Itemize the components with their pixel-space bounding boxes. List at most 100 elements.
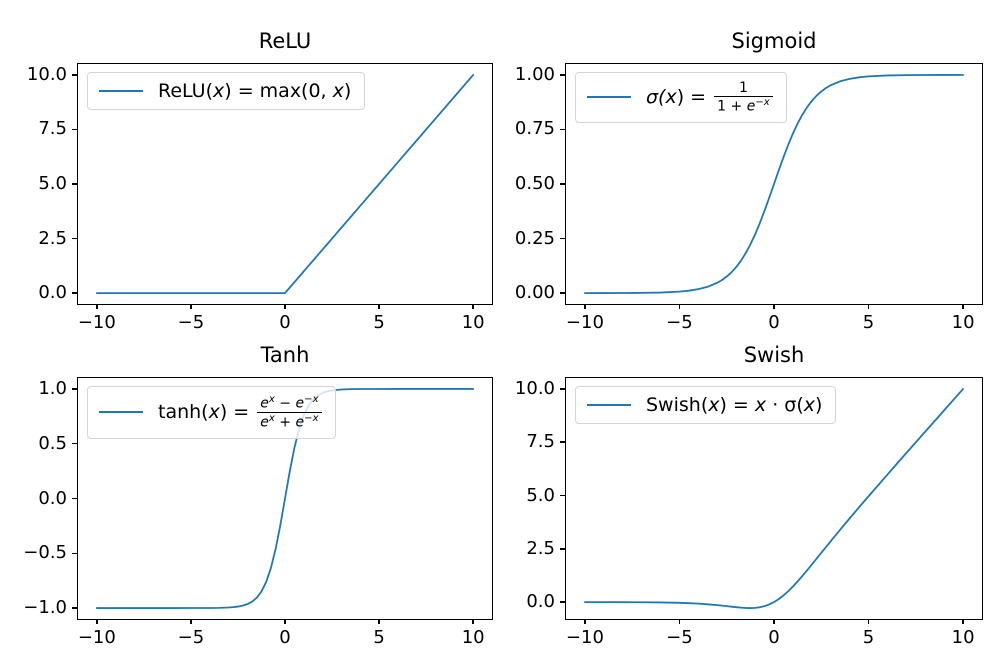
x-tick-mark — [378, 304, 380, 309]
legend-text: Swish( — [646, 394, 709, 416]
legend-swish: Swish(x) = x · σ(x) — [575, 386, 837, 424]
y-tick-label: 0.0 — [38, 282, 67, 304]
legend-text: ) = — [719, 394, 755, 416]
y-tick-mark — [71, 552, 77, 555]
y-tick-label: 0.00 — [514, 282, 555, 304]
y-tick-mark — [71, 607, 77, 609]
legend-line-sample — [99, 90, 143, 92]
curve-path — [95, 74, 475, 294]
x-tick-mark — [190, 619, 192, 624]
legend-text: ) = max(0, — [224, 80, 333, 102]
x-tick-label: −10 — [565, 627, 604, 648]
x-tick-mark — [584, 619, 586, 624]
y-tick-mark — [71, 497, 77, 500]
y-tick-label: 2.5 — [38, 227, 67, 249]
y-tick-label: 5.0 — [38, 173, 67, 194]
x-tick-mark — [96, 304, 98, 309]
y-tick-label: 10.0 — [26, 63, 67, 85]
tanh-curve — [95, 388, 475, 609]
panel-relu: ReLU ReLU(x) = max(0, x) −10 −5 0 5 10 0.0 2.5… — [27, 29, 493, 333]
x-tick-mark — [678, 304, 681, 309]
x-tick-label: −10 — [77, 627, 116, 648]
x-tick-mark — [962, 304, 964, 309]
curve-path — [584, 388, 964, 609]
y-tick-label: 0.75 — [514, 118, 555, 140]
y-tick-mark — [559, 494, 565, 497]
x-tick-mark — [867, 619, 870, 624]
legend-var-x: x — [665, 85, 677, 108]
panel-swish: Swish Swish(x) = x · σ(x) −10 −5 0 5 10 0.0 2.… — [515, 343, 983, 648]
y-tick-label: 5.0 — [526, 484, 555, 506]
x-tick-label: 0 — [279, 312, 291, 333]
x-tick-label: 5 — [373, 312, 385, 333]
legend-var-x: x — [708, 394, 720, 416]
legend-line-sample — [587, 96, 631, 99]
x-tick-mark — [284, 619, 286, 624]
x-tick-label: 10 — [461, 312, 485, 333]
plot-title-swish: Swish — [743, 343, 805, 367]
plot-title-relu: ReLU — [258, 29, 312, 53]
legend-sigma: σ( — [646, 85, 666, 108]
legend-text: ReLU( — [158, 80, 213, 102]
y-tick-mark — [71, 442, 77, 445]
legend-var-x: x — [803, 394, 815, 416]
y-tick-label: 7.5 — [38, 118, 67, 140]
y-tick-mark — [559, 74, 565, 76]
x-tick-label: −5 — [666, 312, 693, 333]
legend-line-sample — [587, 404, 631, 406]
y-tick-label: 2.5 — [526, 537, 555, 559]
x-tick-label: 10 — [951, 312, 975, 333]
x-tick-label: 5 — [862, 627, 875, 648]
y-tick-mark — [71, 128, 77, 131]
x-tick-label: 0 — [768, 312, 780, 333]
y-tick-mark — [71, 292, 77, 294]
legend-var-x: x — [754, 394, 767, 416]
fraction-numerator: ex − e−x — [260, 394, 319, 412]
x-tick-label: 0 — [279, 627, 291, 648]
legend-fraction: ex − e−x ex + e−x — [257, 394, 322, 431]
y-tick-mark — [71, 74, 77, 76]
x-tick-label: 5 — [862, 312, 875, 333]
relu-curve — [95, 74, 475, 294]
legend-label-tanh: tanh(x) = ex − e−x ex + e−x — [158, 394, 322, 431]
x-tick-label: −10 — [77, 312, 116, 333]
y-tick-mark — [559, 292, 565, 294]
fraction-numerator: 1 — [738, 80, 748, 96]
x-tick-label: 0 — [768, 627, 780, 648]
y-tick-label: −1.0 — [23, 597, 67, 619]
y-tick-mark — [559, 388, 565, 390]
y-tick-label: 1.0 — [38, 377, 67, 399]
axes-relu: ReLU(x) = max(0, x) −10 −5 0 5 10 0.0 2.5 5.0 7.… — [27, 63, 493, 333]
x-tick-mark — [867, 304, 870, 309]
legend-var-x: x — [208, 400, 220, 423]
swish-curve — [584, 388, 964, 609]
y-tick-mark — [559, 183, 565, 185]
x-tick-label: 10 — [951, 627, 975, 648]
x-tick-label: −5 — [177, 627, 205, 648]
y-tick-label: 0.0 — [526, 591, 555, 613]
y-tick-label: 1.00 — [514, 63, 555, 85]
panel-tanh: Tanh tanh(x) = ex − e−x ex + e−x −10 −5 0 5 1… — [23, 343, 493, 648]
x-tick-label: −5 — [177, 312, 205, 333]
y-tick-mark — [559, 128, 565, 131]
sigmoid-curve — [584, 74, 964, 294]
legend-text: · σ( — [766, 394, 804, 416]
legend-text: ) = — [676, 85, 713, 108]
x-tick-mark — [190, 304, 192, 309]
legend-text: ) — [814, 394, 823, 416]
fraction-denominator: ex + e−x — [257, 411, 322, 431]
x-tick-label: 5 — [373, 627, 385, 648]
legend-var-x: x — [332, 80, 344, 102]
curve-path — [95, 388, 475, 609]
x-tick-label: 10 — [461, 627, 485, 648]
legend-var-x: x — [213, 80, 225, 102]
axes-tanh: tanh(x) = ex − e−x ex + e−x −10 −5 0 5 10 −1.0… — [23, 377, 493, 648]
legend-line-sample — [99, 411, 143, 414]
x-tick-mark — [773, 619, 775, 624]
